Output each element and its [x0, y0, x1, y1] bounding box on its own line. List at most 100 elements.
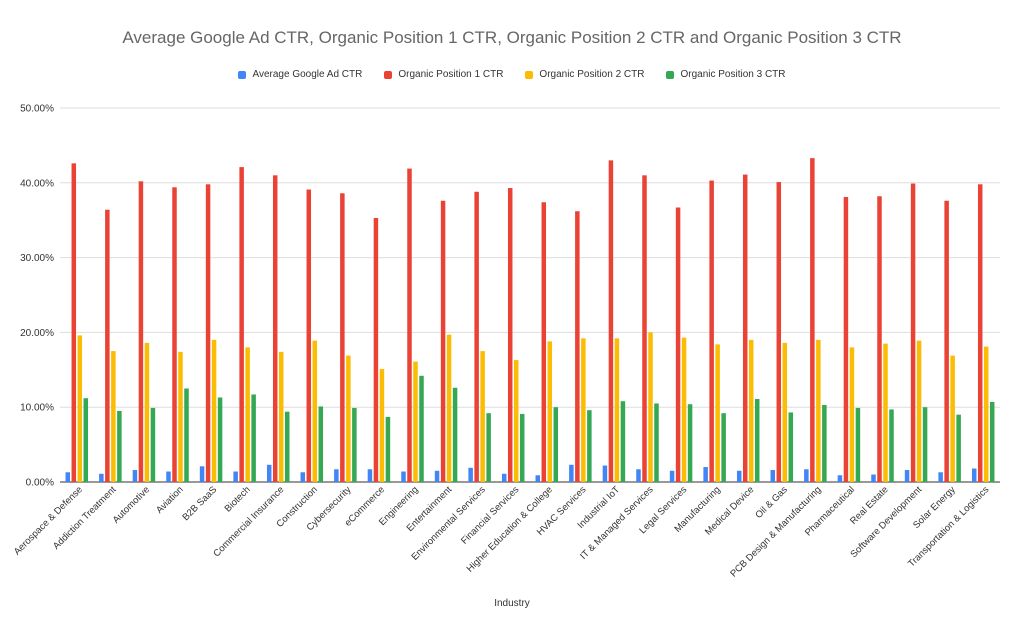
chart-title: Average Google Ad CTR, Organic Position …: [122, 28, 902, 47]
y-tick-label: 40.00%: [20, 178, 54, 189]
bar-organic-position-1-ctr: [944, 200, 949, 482]
bar-organic-position-1-ctr: [507, 188, 513, 482]
bar-average-google-ad-ctr: [468, 467, 473, 482]
bar-organic-position-1-ctr: [877, 196, 882, 482]
bar-organic-position-2-ctr: [715, 344, 720, 482]
y-tick-label: 10.00%: [20, 403, 54, 414]
bar-average-google-ad-ctr: [971, 468, 977, 482]
bar-organic-position-2-ctr: [77, 335, 83, 482]
bar-organic-position-1-ctr: [776, 182, 782, 482]
bar-organic-position-2-ctr: [480, 351, 485, 482]
legend-swatch: [525, 70, 534, 79]
x-axis-label: Industry: [494, 598, 530, 609]
bar-organic-position-3-ctr: [721, 413, 726, 482]
bar-organic-position-3-ctr: [519, 413, 525, 482]
legend-label: Organic Position 1 CTR: [398, 69, 504, 80]
y-tick-label: 50.00%: [20, 104, 54, 115]
x-tick-label: Addiction Treatment: [51, 484, 119, 552]
bar-organic-position-3-ctr: [117, 410, 122, 482]
bar-organic-position-3-ctr: [150, 407, 156, 482]
bar-organic-position-1-ctr: [910, 183, 916, 482]
x-tick-label: B2B SaaS: [180, 484, 219, 523]
bar-organic-position-2-ctr: [748, 339, 754, 482]
bar-organic-position-3-ctr: [251, 394, 256, 482]
bar-organic-position-1-ctr: [440, 200, 446, 482]
bar-organic-position-3-ctr: [452, 387, 458, 482]
bar-organic-position-1-ctr: [642, 175, 647, 482]
legend-item: Organic Position 2 CTR: [525, 69, 644, 80]
bar-organic-position-2-ctr: [312, 340, 318, 482]
bar-organic-position-2-ctr: [178, 351, 183, 482]
bar-organic-position-3-ctr: [654, 403, 659, 482]
bar-average-google-ad-ctr: [535, 475, 541, 482]
bar-average-google-ad-ctr: [300, 472, 306, 482]
bar-average-google-ad-ctr: [770, 470, 776, 482]
bar-organic-position-3-ctr: [989, 401, 995, 482]
bar-average-google-ad-ctr: [669, 470, 675, 482]
bar-organic-position-2-ctr: [849, 347, 855, 482]
legend-item: Average Google Ad CTR: [238, 69, 362, 80]
bar-organic-position-1-ctr: [105, 209, 110, 482]
bar-average-google-ad-ctr: [804, 469, 809, 482]
bar-organic-position-1-ctr: [843, 197, 849, 482]
legend-item: Organic Position 3 CTR: [666, 69, 786, 80]
bar-organic-position-3-ctr: [620, 401, 626, 482]
bar-organic-position-1-ctr: [407, 168, 412, 482]
bar-average-google-ad-ctr: [65, 472, 71, 482]
bar-average-google-ad-ctr: [166, 471, 171, 482]
bar-organic-position-1-ctr: [138, 181, 144, 482]
bar-organic-position-3-ctr: [687, 404, 693, 482]
bar-organic-position-1-ctr: [474, 191, 479, 482]
bar-organic-position-3-ctr: [284, 411, 290, 482]
legend-label: Organic Position 3 CTR: [680, 69, 786, 80]
bar-organic-position-2-ctr: [211, 339, 217, 482]
bar-average-google-ad-ctr: [199, 466, 205, 482]
bar-organic-position-2-ctr: [916, 340, 922, 482]
bar-organic-position-1-ctr: [205, 184, 211, 482]
bar-average-google-ad-ctr: [501, 473, 507, 482]
bar-organic-position-1-ctr: [306, 189, 312, 483]
bar-average-google-ad-ctr: [602, 465, 608, 482]
bar-average-google-ad-ctr: [938, 472, 943, 482]
bar-organic-position-1-ctr: [541, 202, 547, 483]
bar-organic-position-2-ctr: [614, 338, 620, 482]
bar-organic-position-1-ctr: [742, 174, 748, 482]
x-tick-label: Aviation: [154, 484, 186, 516]
bar-organic-position-1-ctr: [172, 187, 177, 482]
bar-organic-position-1-ctr: [810, 158, 815, 482]
bar-organic-position-1-ctr: [71, 163, 77, 483]
bar-average-google-ad-ctr: [367, 469, 373, 482]
bar-organic-position-2-ctr: [581, 338, 586, 482]
bar-organic-position-1-ctr: [977, 184, 983, 482]
bar-organic-position-3-ctr: [184, 388, 189, 482]
bar-average-google-ad-ctr: [99, 473, 104, 482]
legend-label: Average Google Ad CTR: [252, 69, 363, 80]
bar-average-google-ad-ctr: [233, 471, 238, 482]
bar-organic-position-3-ctr: [318, 406, 324, 482]
bar-organic-position-1-ctr: [575, 211, 580, 482]
bar-organic-position-2-ctr: [681, 337, 687, 482]
legend-item: Organic Position 1 CTR: [384, 69, 503, 80]
bar-average-google-ad-ctr: [132, 470, 138, 482]
bar-organic-position-3-ctr: [788, 412, 794, 482]
bar-organic-position-3-ctr: [553, 407, 559, 482]
bar-average-google-ad-ctr: [266, 464, 272, 482]
bar-organic-position-2-ctr: [816, 339, 821, 482]
bar-organic-position-2-ctr: [648, 332, 653, 482]
bar-organic-position-2-ctr: [983, 346, 989, 482]
bar-average-google-ad-ctr: [569, 464, 574, 482]
x-tick-label: Financial Services: [459, 484, 521, 546]
bar-organic-position-2-ctr: [950, 355, 955, 482]
legend-swatch: [384, 70, 393, 79]
bar-organic-position-1-ctr: [675, 207, 681, 482]
y-tick-label: 0.00%: [26, 478, 54, 489]
legend-swatch: [238, 70, 247, 79]
bar-average-google-ad-ctr: [334, 469, 339, 482]
bar-organic-position-2-ctr: [446, 334, 452, 482]
bar-organic-position-2-ctr: [144, 342, 150, 482]
bar-organic-position-3-ctr: [889, 409, 894, 482]
bar-average-google-ad-ctr: [401, 471, 406, 482]
bar-organic-position-2-ctr: [413, 361, 418, 482]
bar-organic-position-3-ctr: [922, 407, 928, 482]
